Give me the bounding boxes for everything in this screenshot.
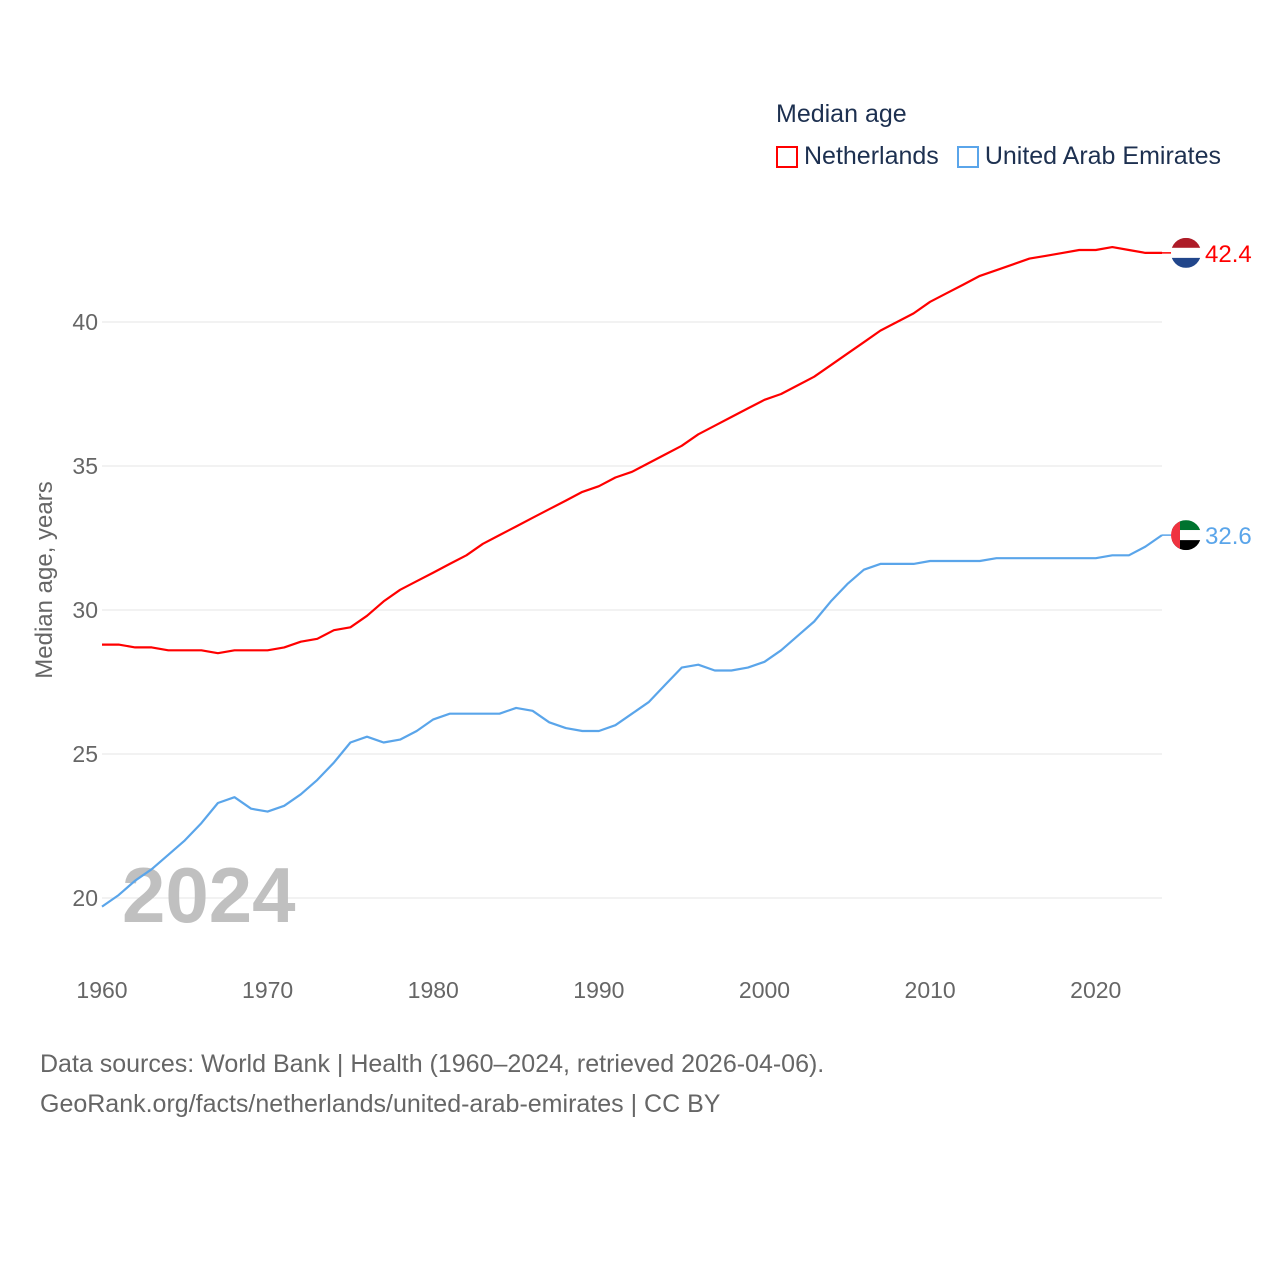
flag-stripe <box>1171 237 1201 248</box>
flag-stripe <box>1171 520 1201 531</box>
x-tick-label: 2000 <box>739 977 790 1003</box>
end-value-label: 32.6 <box>1205 523 1252 550</box>
end-value-label: 42.4 <box>1205 241 1252 268</box>
netherlands-flag-icon <box>1171 237 1201 268</box>
y-tick-label: 40 <box>72 309 98 335</box>
y-tick-label: 25 <box>72 741 98 767</box>
x-tick-label: 2010 <box>905 977 956 1003</box>
y-tick-label: 35 <box>72 453 98 479</box>
footer: Data sources: World Bank | Health (1960–… <box>40 1044 824 1124</box>
flag-stripe <box>1171 520 1180 551</box>
legend-label: United Arab Emirates <box>984 142 1222 170</box>
x-tick-label: 1970 <box>242 977 293 1003</box>
flag-stripe <box>1171 257 1201 268</box>
legend-label: Netherlands <box>804 142 939 170</box>
legend: Netherlands United Arab Emirates <box>776 142 1221 171</box>
source-url-text[interactable]: GeoRank.org/facts/netherlands/united-ara… <box>40 1090 721 1118</box>
legend-swatch <box>776 145 798 168</box>
legend-title: Median age <box>776 100 907 128</box>
flag-stripe <box>1171 540 1201 551</box>
series-line-uae <box>101 534 1163 908</box>
x-tick-label: 1960 <box>76 977 127 1003</box>
flag-stripe <box>1171 530 1201 541</box>
year-watermark: 2024 <box>122 851 296 939</box>
series-line-netherlands <box>102 246 1162 655</box>
legend-item-uae[interactable]: United Arab Emirates <box>956 142 1222 171</box>
y-tick-label: 30 <box>72 597 98 623</box>
y-tick-label: 20 <box>72 885 98 911</box>
legend-item-netherlands[interactable]: Netherlands <box>776 142 939 171</box>
flag-stripe <box>1171 247 1201 258</box>
uae-flag-icon <box>1171 520 1201 551</box>
data-source-text: Data sources: World Bank | Health (1960–… <box>40 1050 825 1078</box>
legend-swatch <box>956 145 979 168</box>
x-tick-label: 1980 <box>408 977 459 1003</box>
y-axis-label: Median age, years <box>31 481 58 678</box>
x-tick-label: 2020 <box>1070 977 1121 1003</box>
x-tick-label: 1990 <box>573 977 624 1003</box>
